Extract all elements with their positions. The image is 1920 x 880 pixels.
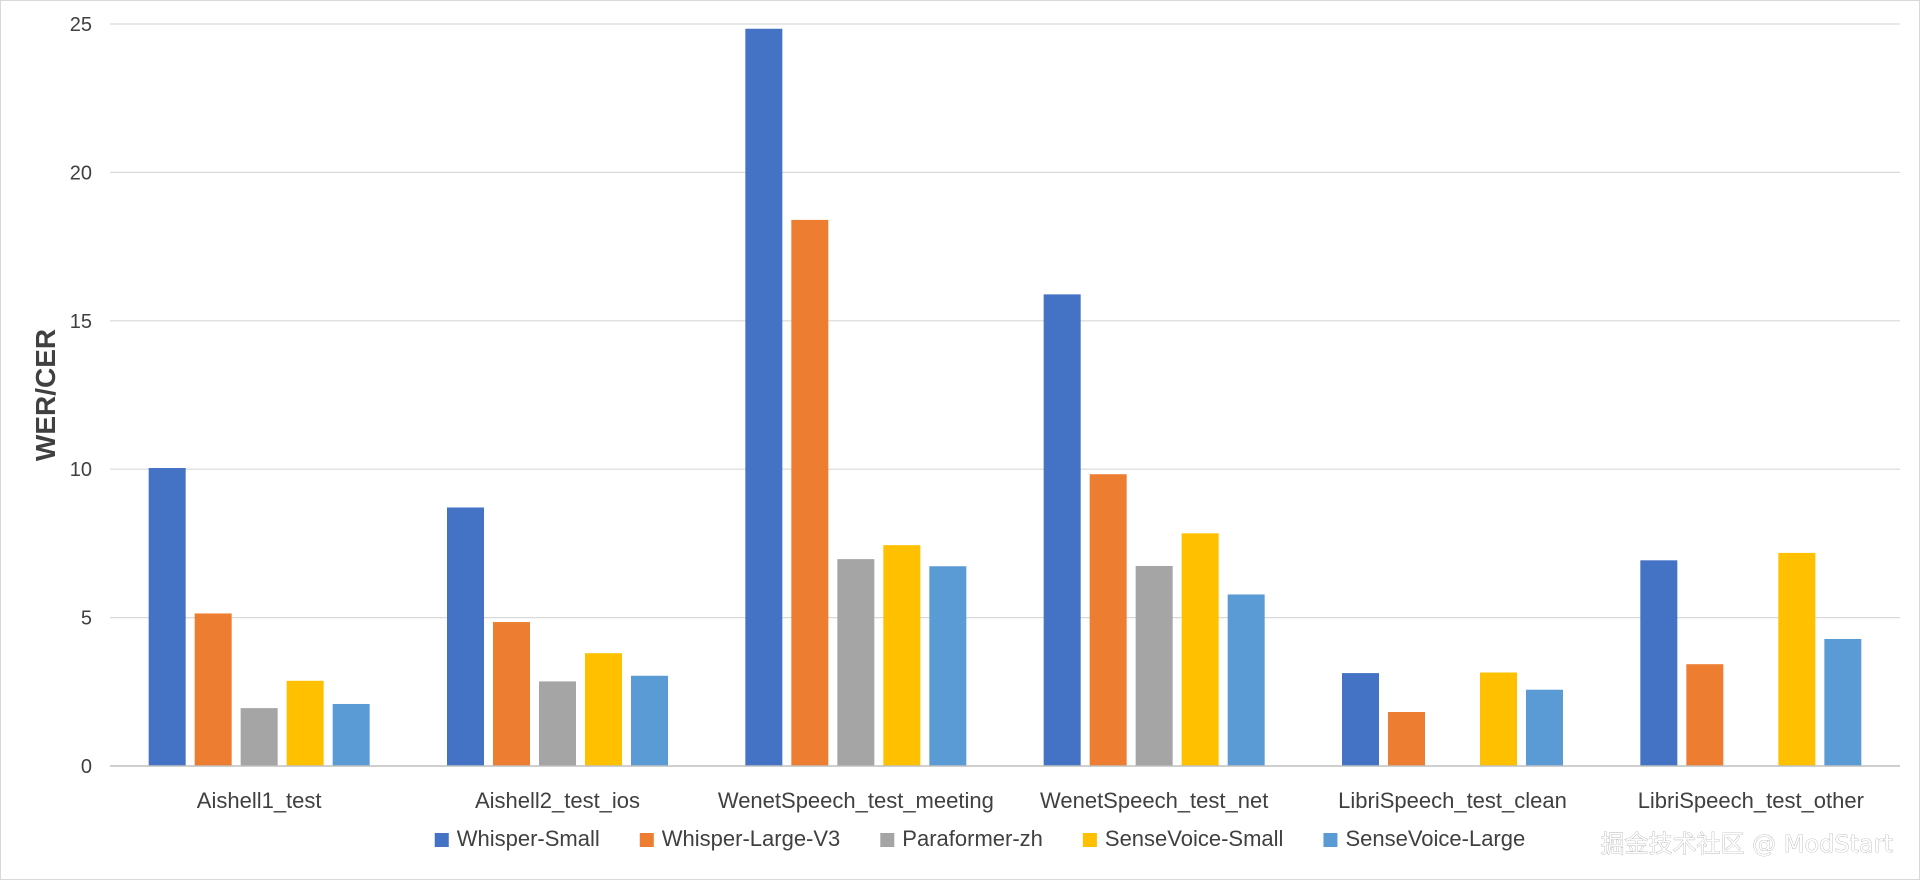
- bar-whisper-small-1: [447, 507, 484, 766]
- bar-sensevoice-large-0: [332, 703, 370, 766]
- x-tick-label: LibriSpeech_test_other: [1638, 788, 1864, 813]
- x-tick-label: WenetSpeech_test_net: [1040, 788, 1268, 813]
- bar-sensevoice-small-3: [1181, 533, 1219, 766]
- bar-sensevoice-large-5: [1824, 638, 1862, 766]
- legend: Whisper-Small Whisper-Large-V3 Paraformer-…: [434, 826, 1525, 851]
- y-tick-label: 25: [70, 14, 92, 36]
- bar-whisper-large-v3-0: [194, 613, 232, 766]
- legend-label: SenseVoice-Large: [1345, 826, 1525, 851]
- x-tick-label: Aishell1_test: [197, 788, 322, 813]
- bar-whisper-large-v3-3: [1089, 474, 1127, 766]
- legend-swatch: [434, 833, 449, 847]
- y-tick-label: 15: [70, 311, 92, 333]
- bar-whisper-small-0: [148, 468, 186, 766]
- watermark-text: 掘金技术社区 @ ModStart: [1600, 830, 1893, 858]
- axes: 0 5 10 15 20 25 Aishell1_test Aishell2_test_ios…: [70, 14, 1900, 813]
- bar-paraformer-zh-1: [539, 681, 576, 766]
- x-tick-label: LibriSpeech_test_clean: [1338, 788, 1567, 813]
- bar-paraformer-zh-0: [240, 708, 278, 766]
- legend-swatch: [1323, 833, 1338, 847]
- x-tick-label: Aishell2_test_ios: [475, 788, 640, 813]
- bar-sensevoice-small-5: [1778, 552, 1816, 766]
- bars: [148, 28, 1862, 767]
- bar-whisper-small-4: [1342, 673, 1379, 766]
- bar-paraformer-zh-3: [1135, 565, 1173, 766]
- bar-sensevoice-large-1: [631, 675, 668, 766]
- x-tick-label: WenetSpeech_test_meeting: [718, 788, 994, 813]
- y-tick-label: 10: [70, 459, 92, 481]
- bar-sensevoice-large-3: [1227, 594, 1265, 766]
- y-tick-label: 20: [70, 162, 92, 184]
- y-tick-label: 5: [81, 608, 92, 630]
- legend-swatch: [1082, 833, 1097, 847]
- bar-sensevoice-large-2: [929, 566, 967, 766]
- bar-paraformer-zh-2: [837, 559, 875, 766]
- bar-sensevoice-small-0: [286, 680, 324, 766]
- bar-sensevoice-small-2: [883, 545, 921, 766]
- bar-whisper-large-v3-4: [1388, 711, 1425, 766]
- legend-label: Paraformer-zh: [902, 826, 1043, 851]
- bar-sensevoice-small-1: [585, 653, 622, 766]
- y-axis-label: WER/CER: [30, 329, 61, 461]
- bar-whisper-large-v3-1: [493, 622, 530, 766]
- y-tick-label: 0: [81, 756, 92, 778]
- bar-whisper-small-5: [1640, 560, 1678, 766]
- bar-sensevoice-small-4: [1480, 672, 1517, 766]
- bar-whisper-small-2: [745, 28, 783, 767]
- bar-whisper-large-v3-5: [1686, 664, 1724, 766]
- legend-label: Whisper-Large-V3: [662, 826, 841, 851]
- legend-label: SenseVoice-Small: [1105, 826, 1284, 851]
- bar-sensevoice-large-4: [1526, 689, 1563, 766]
- bar-whisper-large-v3-2: [791, 219, 829, 766]
- bar-whisper-small-3: [1043, 294, 1081, 766]
- legend-swatch: [639, 833, 654, 847]
- grid-lines: [110, 23, 1900, 619]
- legend-label: Whisper-Small: [457, 826, 600, 851]
- legend-swatch: [880, 833, 895, 847]
